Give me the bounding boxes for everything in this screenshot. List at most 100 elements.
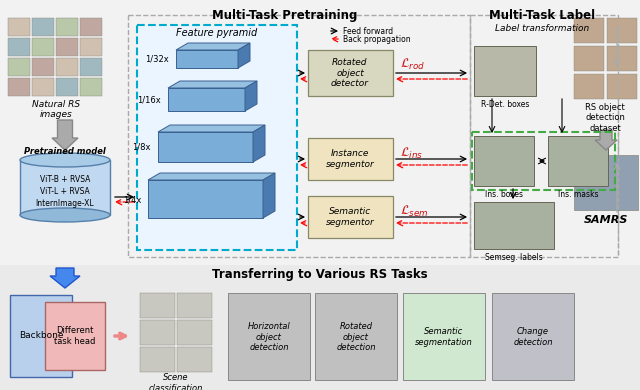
Polygon shape bbox=[176, 50, 238, 68]
Text: Ins. masks: Ins. masks bbox=[557, 190, 598, 199]
Bar bbox=[10, 295, 72, 377]
Text: Horizontal
object
detection: Horizontal object detection bbox=[248, 322, 291, 352]
Text: Feature pyramid: Feature pyramid bbox=[177, 28, 258, 38]
Bar bbox=[0, 0, 640, 265]
Bar bbox=[80, 38, 102, 56]
Bar bbox=[574, 74, 604, 99]
Bar bbox=[140, 320, 175, 345]
Bar bbox=[177, 320, 212, 345]
Bar bbox=[308, 50, 393, 96]
Bar bbox=[8, 78, 30, 96]
Bar bbox=[140, 347, 175, 372]
Bar bbox=[20, 160, 110, 215]
Bar bbox=[607, 46, 637, 71]
Bar bbox=[32, 78, 54, 96]
Bar bbox=[474, 136, 534, 186]
Bar bbox=[80, 78, 102, 96]
Bar bbox=[470, 15, 618, 257]
FancyArrow shape bbox=[52, 120, 78, 150]
Text: Back propagation: Back propagation bbox=[343, 34, 411, 44]
Text: Multi-Task Label: Multi-Task Label bbox=[489, 9, 595, 22]
Polygon shape bbox=[245, 81, 257, 111]
Text: Transferring to Various RS Tasks: Transferring to Various RS Tasks bbox=[212, 268, 428, 281]
Polygon shape bbox=[148, 173, 275, 180]
Polygon shape bbox=[168, 81, 257, 88]
Text: Ins. boxes: Ins. boxes bbox=[485, 190, 523, 199]
Text: Feed forward: Feed forward bbox=[343, 27, 393, 35]
Bar bbox=[128, 15, 470, 257]
Text: R-Det. boxes: R-Det. boxes bbox=[481, 100, 529, 109]
Bar bbox=[8, 18, 30, 36]
Bar bbox=[574, 46, 604, 71]
Bar bbox=[32, 58, 54, 76]
Text: Rotated
object
detector: Rotated object detector bbox=[331, 58, 369, 88]
Bar bbox=[474, 202, 554, 249]
Text: Backbone: Backbone bbox=[19, 332, 63, 340]
Bar bbox=[56, 18, 78, 36]
Bar bbox=[607, 74, 637, 99]
Text: Different
task head: Different task head bbox=[54, 326, 96, 346]
FancyArrow shape bbox=[595, 130, 617, 150]
Bar bbox=[45, 302, 105, 370]
Bar bbox=[228, 293, 310, 380]
Bar bbox=[315, 293, 397, 380]
Polygon shape bbox=[176, 43, 250, 50]
FancyArrow shape bbox=[50, 268, 80, 288]
Bar bbox=[0, 265, 640, 390]
Text: Instance
segmentor: Instance segmentor bbox=[326, 149, 374, 169]
Bar bbox=[177, 347, 212, 372]
Text: RS object
detection
dataset: RS object detection dataset bbox=[585, 103, 625, 133]
Bar bbox=[56, 38, 78, 56]
Bar bbox=[80, 18, 102, 36]
Bar bbox=[472, 132, 615, 190]
Bar bbox=[32, 18, 54, 36]
Polygon shape bbox=[168, 88, 245, 111]
Bar bbox=[574, 18, 604, 43]
Polygon shape bbox=[148, 180, 263, 218]
Text: Label transformation: Label transformation bbox=[495, 24, 589, 33]
Text: Semantic
segmentation: Semantic segmentation bbox=[415, 327, 473, 347]
Bar bbox=[403, 293, 485, 380]
Polygon shape bbox=[263, 173, 275, 218]
Bar bbox=[607, 18, 637, 43]
Text: Change
detection: Change detection bbox=[513, 327, 553, 347]
Text: $\mathcal{L}_{sem}$: $\mathcal{L}_{sem}$ bbox=[400, 204, 429, 218]
Bar bbox=[177, 293, 212, 318]
Bar bbox=[308, 196, 393, 238]
Text: 1/4x: 1/4x bbox=[123, 195, 141, 204]
Text: Semantic
segmentor: Semantic segmentor bbox=[326, 207, 374, 227]
Ellipse shape bbox=[20, 208, 110, 222]
Text: InternImage-XL: InternImage-XL bbox=[36, 200, 94, 209]
Polygon shape bbox=[253, 125, 265, 162]
Bar bbox=[8, 38, 30, 56]
Polygon shape bbox=[238, 43, 250, 68]
Bar bbox=[80, 58, 102, 76]
Text: SAMRS: SAMRS bbox=[584, 215, 628, 225]
Text: Scene
classification: Scene classification bbox=[149, 373, 203, 390]
Text: 1/8x: 1/8x bbox=[132, 142, 151, 151]
Ellipse shape bbox=[20, 153, 110, 167]
Bar bbox=[308, 138, 393, 180]
Bar bbox=[32, 38, 54, 56]
Text: Natural RS
images: Natural RS images bbox=[32, 100, 80, 119]
Text: $\mathcal{L}_{rod}$: $\mathcal{L}_{rod}$ bbox=[400, 57, 426, 71]
Bar bbox=[8, 58, 30, 76]
Polygon shape bbox=[158, 132, 253, 162]
Bar bbox=[56, 78, 78, 96]
Text: $\mathcal{L}_{ins}$: $\mathcal{L}_{ins}$ bbox=[400, 145, 423, 161]
Text: ViT-B + RVSA: ViT-B + RVSA bbox=[40, 176, 90, 184]
Text: 1/16x: 1/16x bbox=[137, 96, 161, 105]
Bar bbox=[492, 293, 574, 380]
Bar bbox=[474, 46, 536, 96]
Text: Multi-Task Pretraining: Multi-Task Pretraining bbox=[212, 9, 358, 22]
Text: Pretrained model: Pretrained model bbox=[24, 147, 106, 156]
Text: 1/32x: 1/32x bbox=[145, 55, 169, 64]
Bar bbox=[56, 58, 78, 76]
Text: Rotated
object
detection: Rotated object detection bbox=[336, 322, 376, 352]
Bar bbox=[140, 293, 175, 318]
Polygon shape bbox=[158, 125, 265, 132]
Bar bbox=[137, 25, 297, 250]
Text: Semseg. labels: Semseg. labels bbox=[485, 253, 543, 262]
Bar bbox=[548, 136, 608, 186]
Bar bbox=[574, 155, 638, 210]
